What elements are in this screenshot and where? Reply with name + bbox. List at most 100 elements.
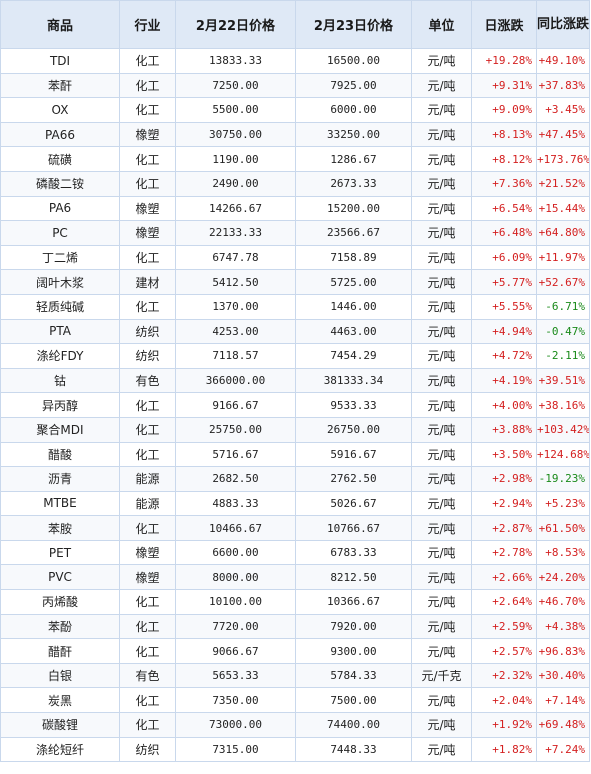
unit: 元/吨 (411, 589, 472, 615)
unit: 元/吨 (411, 687, 472, 714)
price-feb22: 7315.00 (175, 736, 296, 763)
industry: 化工 (119, 170, 176, 197)
price-feb22: 4883.33 (175, 490, 296, 517)
table-row: PVC 橡塑 8000.00 8212.50 元/吨 +2.66% +24.20% (0, 564, 590, 591)
daily-change: +19.28% (471, 48, 537, 74)
industry: 化工 (119, 589, 176, 615)
yoy-change: +3.45% (536, 97, 590, 123)
commodity-name: OX (0, 97, 120, 123)
commodity-name: 磷酸二铵 (0, 170, 120, 197)
price-feb22: 1190.00 (175, 146, 296, 172)
yoy-change: +7.14% (536, 687, 590, 714)
commodity-name: 钴 (0, 367, 120, 394)
industry: 能源 (119, 490, 176, 517)
header-commodity: 商品 (0, 0, 120, 49)
daily-change: +2.04% (471, 687, 537, 714)
price-feb22: 2490.00 (175, 170, 296, 197)
price-feb23: 7500.00 (295, 687, 412, 714)
industry: 纺织 (119, 318, 176, 345)
price-feb23: 7158.89 (295, 244, 412, 271)
unit: 元/千克 (411, 662, 472, 689)
daily-change: +4.72% (471, 343, 537, 369)
daily-change: +3.88% (471, 416, 537, 443)
price-feb23: 6000.00 (295, 97, 412, 123)
commodity-name: 丙烯酸 (0, 589, 120, 615)
table-row: 磷酸二铵 化工 2490.00 2673.33 元/吨 +7.36% +21.52% (0, 170, 590, 197)
price-feb23: 9533.33 (295, 392, 412, 418)
price-feb22: 366000.00 (175, 367, 296, 394)
daily-change: +5.77% (471, 269, 537, 295)
price-feb23: 10766.67 (295, 515, 412, 541)
daily-change: +2.66% (471, 564, 537, 591)
yoy-change: +49.10% (536, 48, 590, 74)
unit: 元/吨 (411, 72, 472, 99)
yoy-change: +24.20% (536, 564, 590, 591)
daily-change: +7.36% (471, 170, 537, 197)
table-row: MTBE 能源 4883.33 5026.67 元/吨 +2.94% +5.23% (0, 490, 590, 517)
table-row: 硫磺 化工 1190.00 1286.67 元/吨 +8.12% +173.76% (0, 146, 590, 172)
unit: 元/吨 (411, 736, 472, 763)
price-feb23: 10366.67 (295, 589, 412, 615)
yoy-change: +8.53% (536, 539, 590, 566)
industry: 化工 (119, 712, 176, 738)
unit: 元/吨 (411, 220, 472, 246)
unit: 元/吨 (411, 269, 472, 295)
industry: 化工 (119, 97, 176, 123)
table-row: PA66 橡塑 30750.00 33250.00 元/吨 +8.13% +47.45% (0, 121, 590, 148)
table-row: 异丙醇 化工 9166.67 9533.33 元/吨 +4.00% +38.16% (0, 392, 590, 418)
yoy-change: +173.76% (536, 146, 590, 172)
unit: 元/吨 (411, 441, 472, 468)
table-row: 白银 有色 5653.33 5784.33 元/千克 +2.32% +30.40% (0, 662, 590, 689)
price-feb23: 7920.00 (295, 613, 412, 640)
yoy-change: +69.48% (536, 712, 590, 738)
price-feb22: 9066.67 (175, 638, 296, 664)
commodity-name: 炭黑 (0, 687, 120, 714)
table-row: 碳酸锂 化工 73000.00 74400.00 元/吨 +1.92% +69.48% (0, 712, 590, 738)
price-feb23: 2762.50 (295, 466, 412, 492)
price-feb22: 73000.00 (175, 712, 296, 738)
yoy-change: +5.23% (536, 490, 590, 517)
price-feb22: 10100.00 (175, 589, 296, 615)
daily-change: +4.94% (471, 318, 537, 345)
industry: 橡塑 (119, 195, 176, 222)
industry: 建材 (119, 269, 176, 295)
table-row: 聚合MDI 化工 25750.00 26750.00 元/吨 +3.88% +103.42% (0, 416, 590, 443)
table-row: 炭黑 化工 7350.00 7500.00 元/吨 +2.04% +7.14% (0, 687, 590, 714)
commodity-name: TDI (0, 48, 120, 74)
unit: 元/吨 (411, 515, 472, 541)
commodity-name: 醋酐 (0, 638, 120, 664)
industry: 化工 (119, 687, 176, 714)
industry: 化工 (119, 72, 176, 99)
yoy-change: +96.83% (536, 638, 590, 664)
daily-change: +4.00% (471, 392, 537, 418)
yoy-change: +7.24% (536, 736, 590, 763)
price-feb22: 7250.00 (175, 72, 296, 99)
header-unit: 单位 (411, 0, 472, 49)
commodity-name: 聚合MDI (0, 416, 120, 443)
commodity-name: PC (0, 220, 120, 246)
unit: 元/吨 (411, 97, 472, 123)
industry: 橡塑 (119, 121, 176, 148)
industry: 有色 (119, 367, 176, 394)
industry: 化工 (119, 293, 176, 320)
table-row: 钴有色 366000.00 381333.34 元/吨 +4.19% +39.51% (0, 367, 590, 394)
unit: 元/吨 (411, 490, 472, 517)
table-row: PET 橡塑 6600.00 6783.33 元/吨 +2.78% +8.53% (0, 539, 590, 566)
daily-change: +8.12% (471, 146, 537, 172)
price-feb23: 5916.67 (295, 441, 412, 468)
header-row: 商品 行业 2月22日价格 2月23日价格 单位 日涨跌 同比涨跌 (0, 0, 590, 49)
table-row: 醋酸 化工 5716.67 5916.67 元/吨 +3.50% +124.68% (0, 441, 590, 468)
price-feb23: 33250.00 (295, 121, 412, 148)
commodity-name: 苯酚 (0, 613, 120, 640)
yoy-change: +30.40% (536, 662, 590, 689)
unit: 元/吨 (411, 146, 472, 172)
price-feb23: 7925.00 (295, 72, 412, 99)
header-daily-change: 日涨跌 (471, 0, 537, 49)
yoy-change: +61.50% (536, 515, 590, 541)
commodity-name: 苯胺 (0, 515, 120, 541)
price-feb23: 4463.00 (295, 318, 412, 345)
price-feb23: 6783.33 (295, 539, 412, 566)
yoy-change: +46.70% (536, 589, 590, 615)
commodity-name: PVC (0, 564, 120, 591)
price-feb23: 9300.00 (295, 638, 412, 664)
